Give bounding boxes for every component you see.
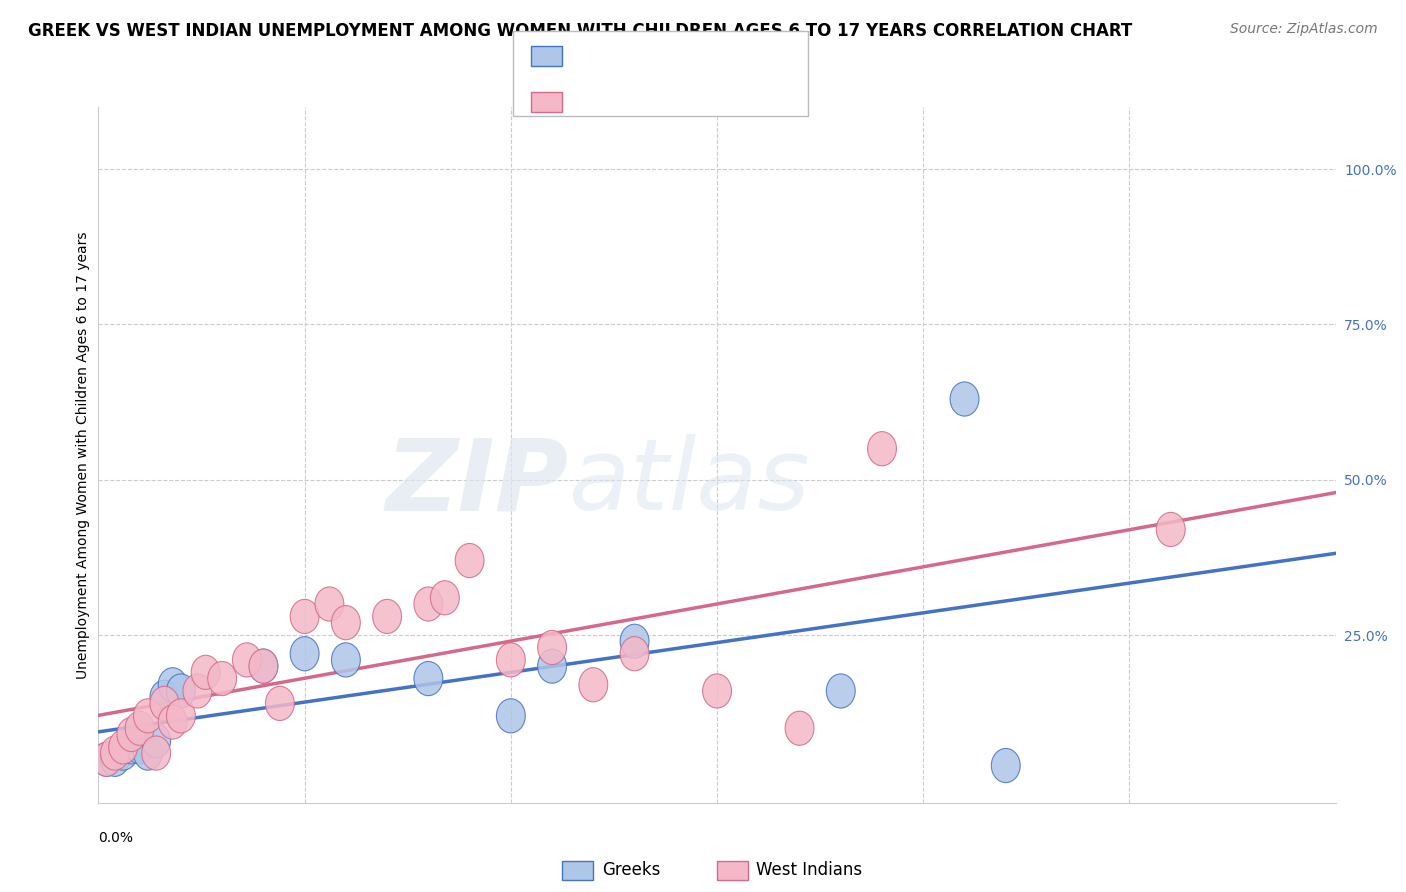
Ellipse shape [315, 587, 344, 621]
Ellipse shape [232, 643, 262, 677]
Ellipse shape [100, 742, 129, 776]
Ellipse shape [249, 649, 278, 683]
Ellipse shape [108, 736, 138, 770]
Ellipse shape [496, 698, 526, 733]
Ellipse shape [620, 624, 650, 658]
Ellipse shape [108, 730, 138, 764]
Ellipse shape [332, 606, 360, 640]
Ellipse shape [249, 649, 278, 683]
Text: ZIP: ZIP [385, 434, 568, 532]
Ellipse shape [166, 698, 195, 733]
Ellipse shape [183, 673, 212, 708]
Ellipse shape [1156, 512, 1185, 547]
Text: Source: ZipAtlas.com: Source: ZipAtlas.com [1230, 22, 1378, 37]
Ellipse shape [868, 432, 897, 466]
Ellipse shape [413, 662, 443, 696]
Ellipse shape [620, 637, 650, 671]
Text: atlas: atlas [568, 434, 810, 532]
Ellipse shape [290, 637, 319, 671]
Ellipse shape [134, 698, 162, 733]
Ellipse shape [191, 656, 221, 690]
Ellipse shape [703, 673, 731, 708]
Ellipse shape [166, 673, 195, 708]
Ellipse shape [125, 711, 155, 746]
Ellipse shape [373, 599, 402, 633]
Text: 0.0%: 0.0% [98, 830, 134, 845]
Ellipse shape [413, 587, 443, 621]
Ellipse shape [142, 723, 170, 758]
Ellipse shape [537, 649, 567, 683]
Text: GREEK VS WEST INDIAN UNEMPLOYMENT AMONG WOMEN WITH CHILDREN AGES 6 TO 17 YEARS C: GREEK VS WEST INDIAN UNEMPLOYMENT AMONG … [28, 22, 1132, 40]
Ellipse shape [117, 717, 146, 752]
Ellipse shape [827, 673, 855, 708]
Ellipse shape [785, 711, 814, 746]
Ellipse shape [117, 730, 146, 764]
Ellipse shape [332, 643, 360, 677]
Ellipse shape [142, 736, 170, 770]
Text: Greeks: Greeks [602, 861, 661, 879]
Y-axis label: Unemployment Among Women with Children Ages 6 to 17 years: Unemployment Among Women with Children A… [76, 231, 90, 679]
Ellipse shape [208, 662, 236, 696]
Ellipse shape [100, 736, 129, 770]
Text: West Indians: West Indians [756, 861, 862, 879]
Ellipse shape [159, 705, 187, 739]
Ellipse shape [950, 382, 979, 416]
Ellipse shape [93, 742, 121, 776]
Text: R = 0.583    N = 19: R = 0.583 N = 19 [569, 46, 731, 64]
Ellipse shape [579, 668, 607, 702]
Ellipse shape [134, 736, 162, 770]
Ellipse shape [290, 599, 319, 633]
Ellipse shape [430, 581, 460, 615]
Ellipse shape [537, 631, 567, 665]
Ellipse shape [150, 680, 179, 714]
Ellipse shape [266, 686, 294, 721]
Ellipse shape [496, 643, 526, 677]
Text: R = 0.496    N = 31: R = 0.496 N = 31 [569, 92, 731, 110]
Ellipse shape [991, 748, 1021, 782]
Ellipse shape [125, 730, 155, 764]
Ellipse shape [93, 742, 121, 776]
Ellipse shape [159, 668, 187, 702]
Ellipse shape [456, 543, 484, 578]
Ellipse shape [150, 686, 179, 721]
